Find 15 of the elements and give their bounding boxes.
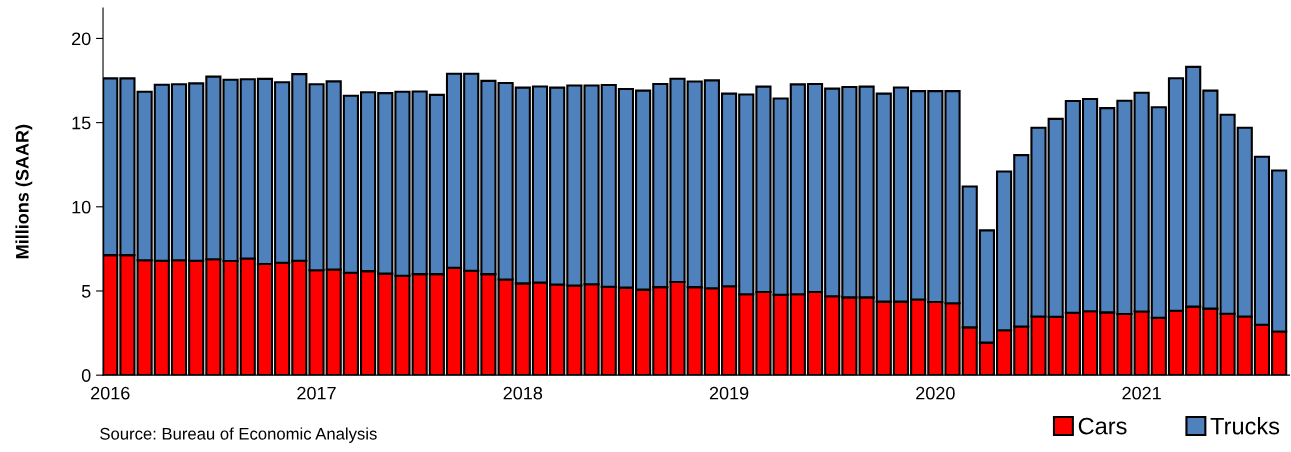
y-tick-label: 0 (81, 369, 91, 382)
y-axis-title: Millions (SAAR) (15, 124, 33, 259)
x-tick-label: 2021 (1122, 386, 1161, 400)
y-tick-label: 5 (81, 285, 91, 298)
x-tick-label: 2020 (916, 386, 955, 400)
x-tick-label: 2019 (709, 386, 749, 400)
legend-label: Cars (1078, 417, 1127, 435)
x-tick-label: 2018 (503, 386, 543, 400)
y-tick-label: 15 (72, 116, 91, 130)
x-tick-label: 2017 (297, 386, 336, 400)
y-tick-label: 20 (72, 32, 91, 46)
legend-label: Trucks (1210, 417, 1280, 435)
x-tick-label: 2016 (91, 386, 130, 400)
source-note: Source: Bureau of Economic Analysis (100, 427, 377, 443)
y-tick-label: 10 (72, 200, 91, 214)
